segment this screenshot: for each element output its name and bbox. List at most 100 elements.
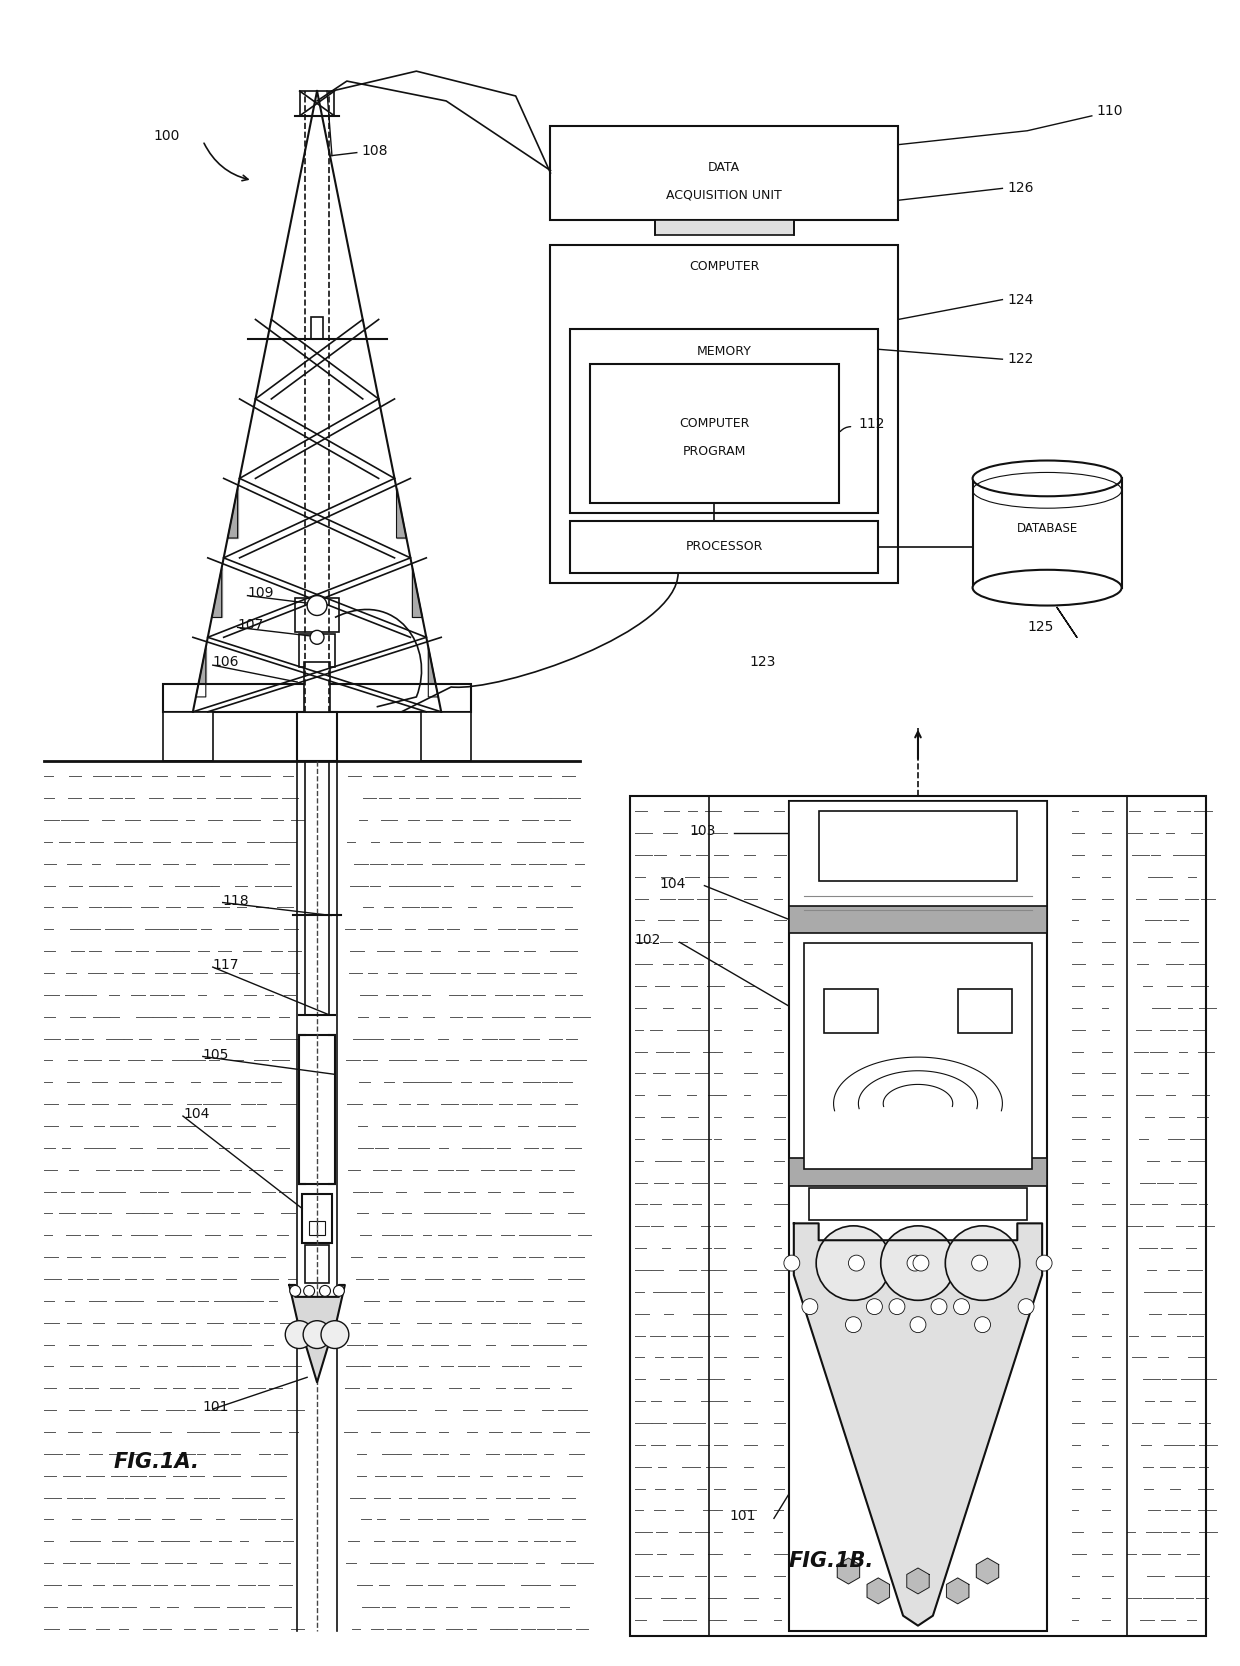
Polygon shape (794, 1223, 1042, 1626)
Circle shape (906, 1254, 923, 1271)
Bar (957, 988, 1012, 1033)
Bar (789, 906, 1047, 933)
Circle shape (304, 1286, 315, 1296)
Polygon shape (212, 568, 222, 618)
Bar (300, 92, 335, 117)
Circle shape (867, 1299, 883, 1314)
Text: DATABASE: DATABASE (1017, 521, 1078, 535)
Circle shape (913, 1254, 929, 1271)
Circle shape (816, 1226, 890, 1301)
Text: FIG.1B.: FIG.1B. (789, 1551, 874, 1571)
Text: 102: 102 (635, 933, 661, 948)
Text: 103: 103 (689, 825, 715, 838)
Bar (551, 245, 898, 583)
Bar (804, 943, 1032, 1170)
Bar (164, 711, 213, 761)
Circle shape (975, 1316, 991, 1333)
Polygon shape (867, 1578, 889, 1604)
Circle shape (303, 1321, 331, 1348)
Circle shape (334, 1286, 345, 1296)
Bar (972, 478, 1122, 588)
Circle shape (802, 1299, 818, 1314)
Circle shape (321, 1321, 348, 1348)
Circle shape (285, 1321, 312, 1348)
Bar (808, 1188, 1027, 1221)
Bar (164, 685, 471, 711)
Text: 124: 124 (1007, 293, 1034, 307)
Text: DATA: DATA (708, 162, 740, 175)
Text: 105: 105 (203, 1048, 229, 1061)
Bar (298, 711, 337, 761)
Circle shape (954, 1299, 970, 1314)
Text: FIG.1A.: FIG.1A. (113, 1451, 200, 1471)
Polygon shape (413, 568, 423, 618)
Polygon shape (906, 1568, 929, 1594)
Ellipse shape (972, 570, 1122, 605)
Bar (789, 801, 1047, 930)
Text: 100: 100 (154, 128, 180, 143)
Polygon shape (196, 648, 206, 696)
Polygon shape (228, 488, 238, 538)
Polygon shape (397, 488, 407, 538)
Bar (570, 330, 878, 513)
Bar (305, 1245, 329, 1283)
Text: 107: 107 (238, 618, 264, 633)
Text: 117: 117 (213, 958, 239, 971)
Bar (590, 365, 838, 503)
Circle shape (931, 1299, 947, 1314)
Text: COMPUTER: COMPUTER (689, 260, 759, 273)
Text: 109: 109 (248, 586, 274, 600)
Circle shape (848, 1254, 864, 1271)
Text: 101: 101 (203, 1399, 229, 1414)
Text: 126: 126 (1007, 182, 1034, 195)
Bar (304, 661, 330, 711)
Bar (570, 521, 878, 573)
Polygon shape (837, 1558, 859, 1584)
Text: 123: 123 (749, 655, 775, 670)
Circle shape (308, 596, 327, 615)
Text: 108: 108 (362, 143, 388, 158)
Bar (299, 635, 335, 666)
Bar (422, 711, 471, 761)
Text: ACQUISITION UNIT: ACQUISITION UNIT (666, 188, 782, 202)
Text: 110: 110 (1096, 103, 1123, 118)
Bar (299, 1035, 335, 1183)
Text: PROGRAM: PROGRAM (683, 445, 746, 458)
Text: 118: 118 (223, 893, 249, 908)
Bar (295, 598, 339, 633)
Bar (823, 988, 878, 1033)
Text: 122: 122 (1007, 352, 1034, 367)
Bar (303, 1193, 332, 1243)
Circle shape (846, 1316, 862, 1333)
Circle shape (320, 1286, 330, 1296)
Polygon shape (289, 1284, 345, 1383)
Circle shape (945, 1226, 1019, 1301)
Circle shape (972, 1254, 987, 1271)
Bar (311, 318, 322, 340)
Text: COMPUTER: COMPUTER (680, 416, 749, 430)
Circle shape (910, 1316, 926, 1333)
Circle shape (889, 1299, 905, 1314)
Polygon shape (976, 1558, 998, 1584)
Text: 106: 106 (213, 655, 239, 670)
Circle shape (784, 1254, 800, 1271)
Ellipse shape (972, 460, 1122, 496)
Text: 104: 104 (184, 1108, 210, 1121)
Polygon shape (428, 648, 438, 696)
Text: 101: 101 (729, 1509, 755, 1523)
Bar (789, 801, 1047, 1631)
Bar (309, 1221, 317, 1235)
Circle shape (290, 1286, 300, 1296)
Text: 112: 112 (858, 416, 885, 431)
Bar (655, 220, 794, 235)
Circle shape (310, 630, 324, 645)
Bar (305, 761, 329, 1015)
Circle shape (1037, 1254, 1052, 1271)
Bar (789, 1158, 1047, 1186)
Text: PROCESSOR: PROCESSOR (686, 540, 763, 553)
Bar (317, 1221, 325, 1235)
Polygon shape (946, 1578, 968, 1604)
Text: 125: 125 (1027, 620, 1054, 635)
Bar (818, 811, 1017, 881)
Circle shape (880, 1226, 955, 1301)
